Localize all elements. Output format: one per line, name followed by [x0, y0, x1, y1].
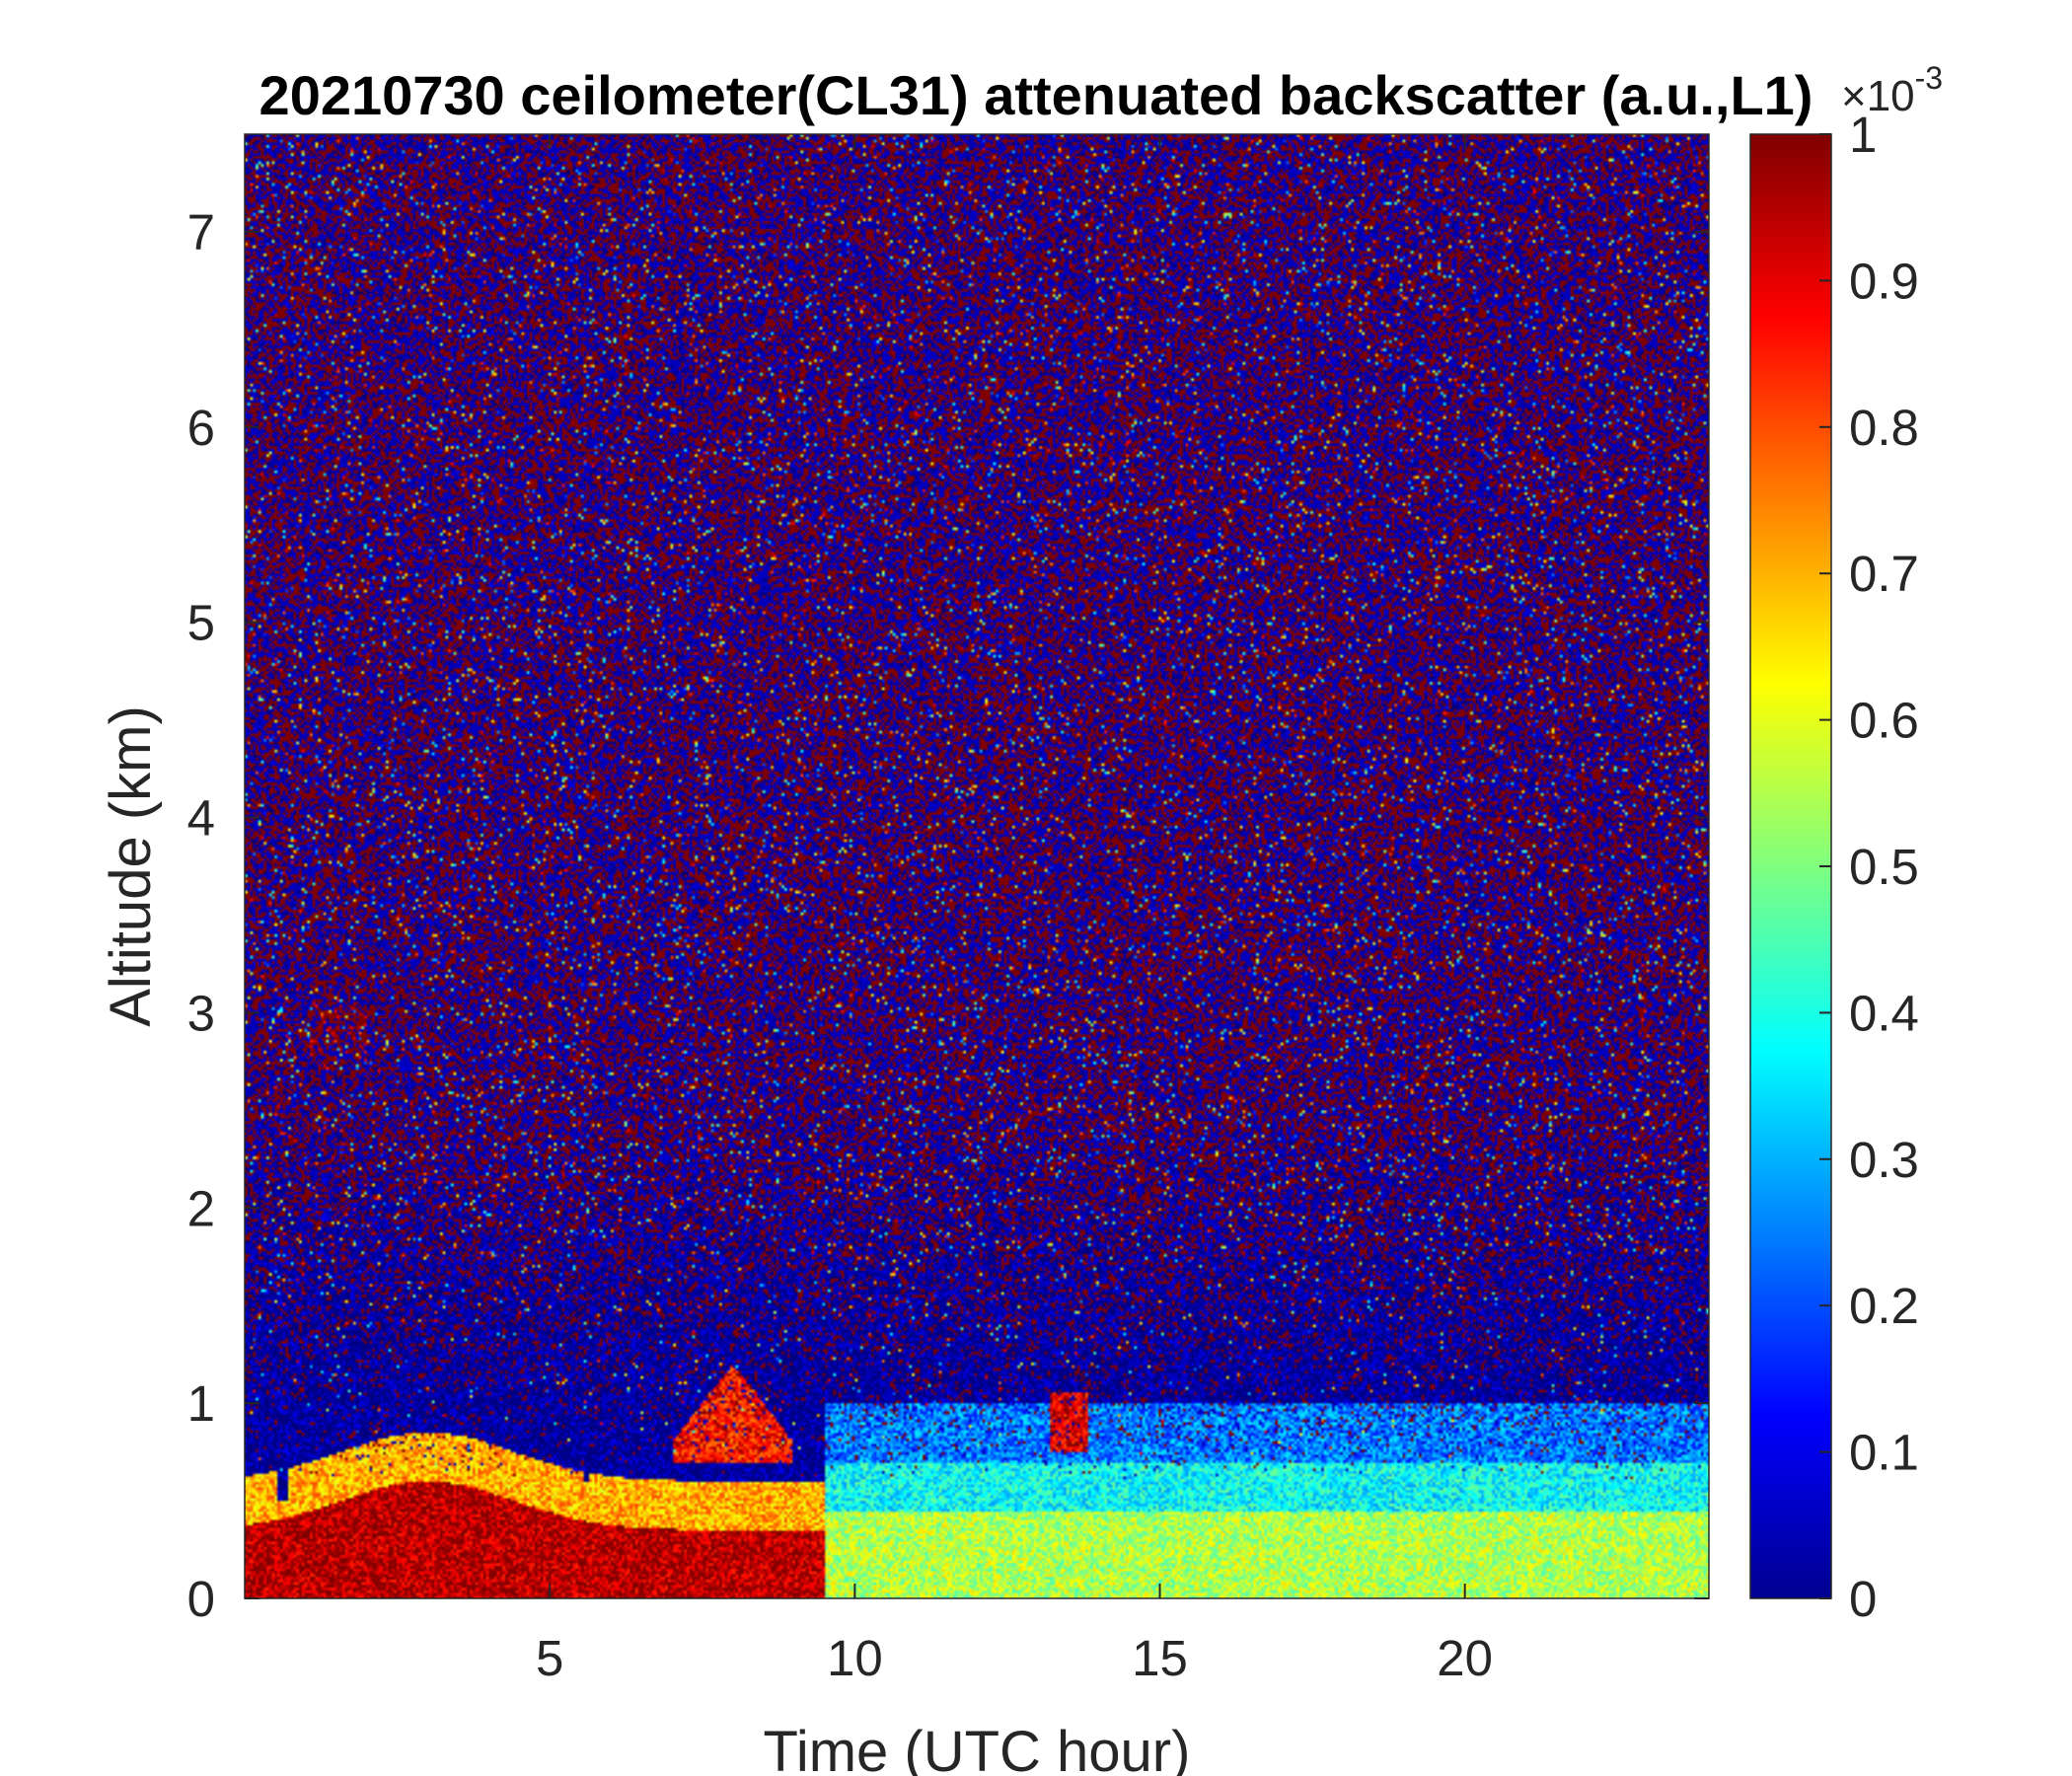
y-tick-label: 1: [187, 1375, 215, 1432]
y-axis: 0 1 2 3 4 5 6 7: [187, 204, 1709, 1627]
colorbar-tick-label: 0.9: [1849, 253, 1919, 309]
colorbar: 0 0.1 0.2 0.3 0.4 0.5 0.6 0.7 0.8 0.9 1 ×10-3: [1749, 60, 1943, 1627]
x-tick-label: 5: [536, 1630, 563, 1686]
plot-frame: [244, 133, 1710, 1599]
colorbar-tick-label: 1: [1849, 107, 1877, 163]
colorbar-gradient: [1750, 134, 1831, 1598]
y-tick-label: 2: [187, 1180, 215, 1236]
y-tick-label: 0: [187, 1571, 215, 1627]
x-tick-label: 10: [827, 1630, 883, 1686]
x-axis: 5 10 15 20: [536, 134, 1493, 1686]
colorbar-tick-label: 0.1: [1849, 1425, 1919, 1481]
plot-area: [245, 134, 1709, 1598]
x-tick-label: 20: [1437, 1630, 1493, 1686]
y-tick-label: 5: [187, 595, 215, 651]
colorbar-tick-label: 0.7: [1849, 546, 1919, 602]
colorbar-tick-label: 0.4: [1849, 985, 1919, 1041]
y-tick-label: 7: [187, 204, 215, 260]
colorbar-tick-label: 0.8: [1849, 400, 1919, 456]
colorbar-tick-label: 0.5: [1849, 839, 1919, 895]
y-axis-label: Altitude (km): [99, 705, 163, 1027]
colorbar-tick-label: 0.3: [1849, 1132, 1919, 1188]
y-tick-label: 4: [187, 790, 215, 847]
colorbar-ticks: 0 0.1 0.2 0.3 0.4 0.5 0.6 0.7 0.8 0.9 1: [1819, 107, 1919, 1627]
x-tick-label: 15: [1132, 1630, 1188, 1686]
backscatter-heatmap: [245, 134, 1709, 1598]
colorbar-tick-label: 0.2: [1849, 1278, 1919, 1334]
colorbar-tick-label: 0: [1849, 1571, 1877, 1627]
y-tick-label: 6: [187, 400, 215, 456]
chart-title: 20210730 ceilometer(CL31) attenuated bac…: [259, 64, 1813, 126]
colorbar-tick-label: 0.6: [1849, 693, 1919, 749]
colorbar-exponent: ×10-3: [1841, 60, 1943, 120]
x-axis-label: Time (UTC hour): [764, 1720, 1191, 1776]
y-tick-label: 3: [187, 985, 215, 1041]
